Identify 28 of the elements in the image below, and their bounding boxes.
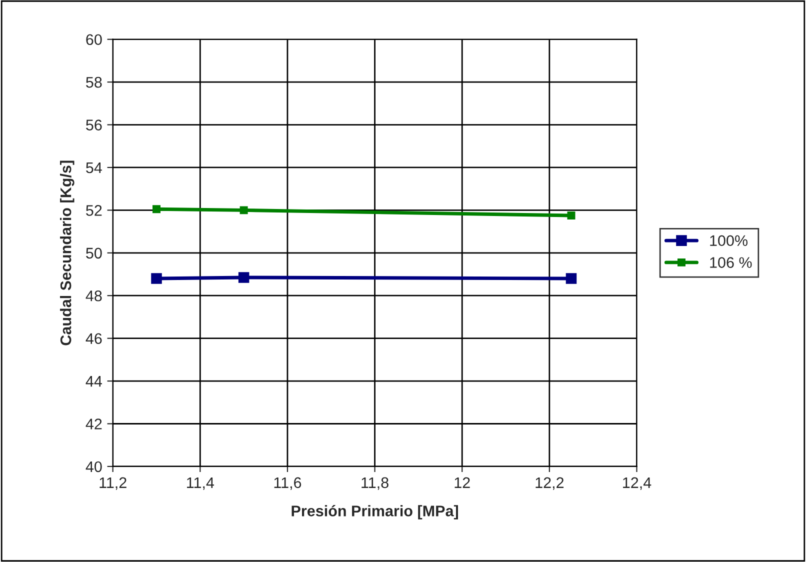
y-tick-label: 44 — [86, 376, 102, 387]
legend-label: 100% — [710, 235, 748, 246]
y-tick-label: 60 — [86, 34, 102, 46]
y-tick-label: 48 — [86, 290, 102, 302]
x-tick-label: 11,2 — [100, 477, 126, 490]
y-tick-label: 56 — [86, 120, 102, 130]
point — [566, 273, 577, 284]
point — [567, 212, 576, 220]
y-tick-label: 42 — [86, 418, 102, 430]
x-tick-label: 12 — [454, 477, 470, 488]
x-tick-label: 11,6 — [274, 477, 302, 490]
legend-label: 106 % — [710, 257, 752, 268]
x-tick-label: 12,2 — [536, 477, 564, 490]
x-tick-label: 11,4 — [187, 477, 214, 490]
x-tick-label: 11,8 — [362, 477, 388, 490]
x-axis-title: Presión Primario [MPa] — [292, 505, 458, 520]
y-tick-label: 52 — [86, 205, 102, 216]
y-tick-label: 58 — [86, 76, 102, 88]
point — [238, 272, 250, 283]
point — [151, 273, 162, 284]
y-tick-label: 46 — [86, 333, 102, 344]
x-tick-label: 12,4 — [623, 477, 652, 490]
y-tick-label: 54 — [86, 162, 102, 174]
y-tick-label: 40 — [86, 461, 102, 472]
y-tick-label: 50 — [86, 248, 102, 259]
point — [152, 205, 160, 214]
y-axis-title: Caudal Secundario [Kg/s] — [60, 160, 74, 346]
point — [240, 206, 248, 214]
